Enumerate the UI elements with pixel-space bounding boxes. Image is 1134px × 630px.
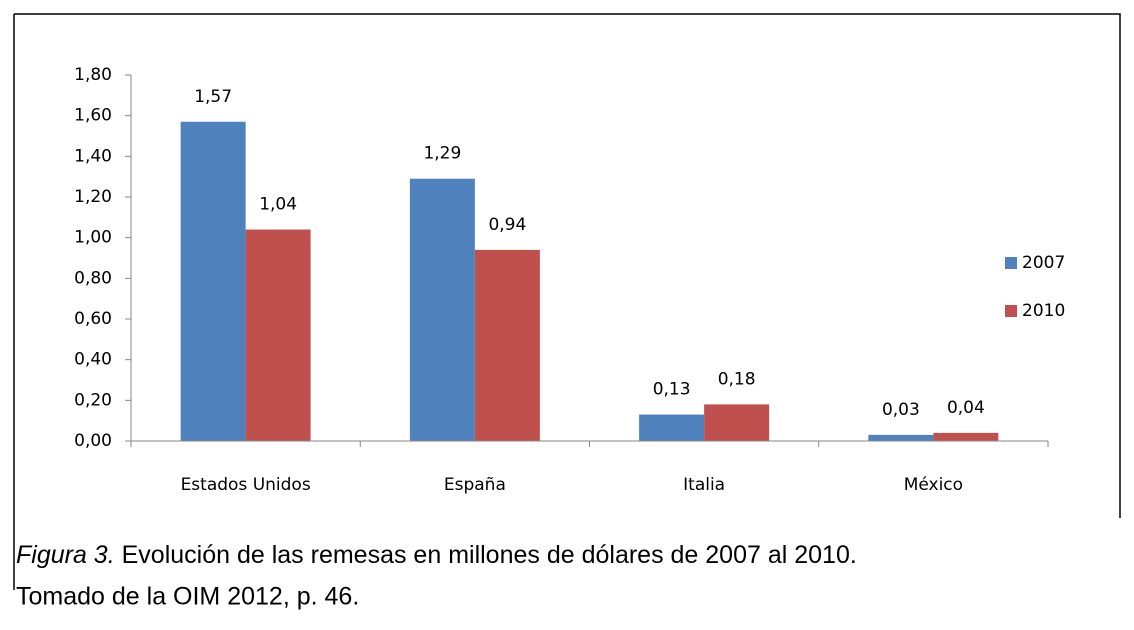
y-tick-label: 1,80 [74,65,112,85]
frame [13,13,1121,590]
data-label: 1,57 [194,87,232,107]
x-tick-label: Estados Unidos [181,475,311,495]
x-tick-label: España [444,475,506,495]
bar [245,229,311,441]
y-tick-label: 0,60 [74,309,112,329]
bar [409,178,475,441]
bar [474,249,540,441]
y-tick-label: 1,40 [74,146,112,166]
legend-label: 2007 [1022,253,1065,273]
y-tick-label: 0,00 [74,431,112,451]
caption-text: Evolución de las remesas en millones de … [122,541,857,569]
data-label: 1,29 [423,144,461,164]
data-label: 0,18 [718,369,756,389]
y-tick-label: 0,40 [74,350,112,370]
caption-source: Tomado de la OIM 2012, p. 46. [16,583,359,611]
bar [933,432,999,441]
y-tick-label: 1,20 [74,187,112,207]
data-label: 0,94 [488,215,526,235]
x-tick-label: Italia [683,475,725,495]
x-tick-label: México [904,475,963,495]
y-tick-label: 1,60 [74,106,112,126]
bar [704,404,770,441]
legend-label: 2010 [1022,301,1065,321]
bar [180,121,246,442]
data-label: 0,03 [882,400,920,420]
y-tick-label: 1,00 [74,228,112,248]
y-tick-label: 0,80 [74,268,112,288]
legend-swatch [1005,305,1017,317]
caption: Figura 3. Evolución de las remesas en mi… [16,541,857,569]
bar [639,414,705,441]
data-label: 0,04 [947,398,985,418]
legend-swatch [1005,257,1017,269]
data-label: 1,04 [259,195,297,215]
caption-label: Figura 3. [16,541,115,569]
data-label: 0,13 [653,380,691,400]
bar [868,434,934,441]
y-tick-label: 0,20 [74,390,112,410]
